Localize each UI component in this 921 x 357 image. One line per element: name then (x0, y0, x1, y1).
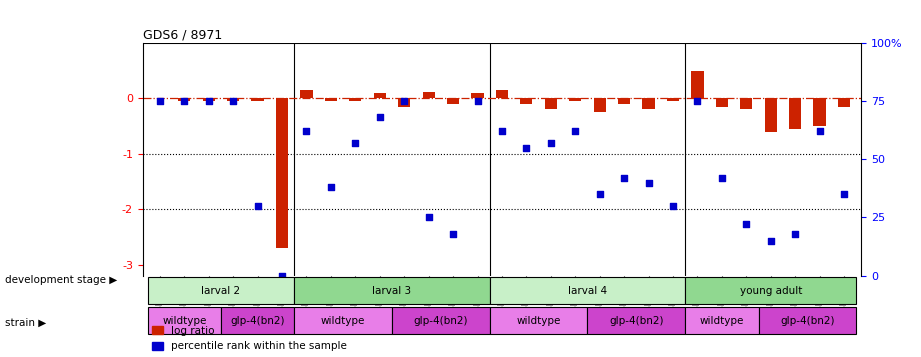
Point (372, 115, 387, 120)
Point (153, 98, 168, 104)
Bar (643, 98, 655, 109)
Text: glp-4(bn2): glp-4(bn2) (780, 316, 834, 326)
Bar (667, 98, 679, 101)
Point (666, 203, 681, 209)
FancyBboxPatch shape (685, 307, 759, 334)
Text: wildtype: wildtype (517, 316, 561, 326)
Legend: log ratio, percentile rank within the sample: log ratio, percentile rank within the sa… (148, 322, 351, 355)
Bar (472, 93, 484, 98)
Text: glp-4(bn2): glp-4(bn2) (609, 316, 664, 326)
Bar (178, 98, 191, 101)
Bar (618, 98, 630, 104)
Bar (349, 98, 361, 101)
Bar (251, 98, 263, 101)
Text: development stage ▶: development stage ▶ (5, 275, 117, 285)
Point (226, 98, 240, 104)
Bar (569, 98, 581, 101)
Text: wildtype: wildtype (321, 316, 366, 326)
Bar (203, 98, 215, 101)
Text: larval 4: larval 4 (568, 286, 607, 296)
Point (421, 215, 436, 220)
FancyBboxPatch shape (759, 307, 857, 334)
FancyBboxPatch shape (294, 277, 490, 304)
Point (764, 238, 778, 243)
Point (812, 129, 827, 134)
Text: larval 2: larval 2 (202, 286, 240, 296)
Text: glp-4(bn2): glp-4(bn2) (230, 316, 285, 326)
Point (519, 145, 534, 151)
Point (543, 140, 558, 146)
FancyBboxPatch shape (147, 307, 221, 334)
Point (836, 191, 851, 197)
Text: glp-4(bn2): glp-4(bn2) (414, 316, 468, 326)
Bar (789, 98, 801, 129)
Bar (764, 98, 776, 131)
Point (641, 180, 656, 185)
FancyBboxPatch shape (221, 307, 294, 334)
Point (397, 98, 412, 104)
FancyBboxPatch shape (490, 277, 685, 304)
Bar (593, 98, 606, 112)
Point (470, 98, 484, 104)
Bar (227, 98, 239, 101)
Bar (813, 98, 826, 126)
Bar (300, 90, 312, 98)
Bar (520, 98, 532, 104)
Text: strain ▶: strain ▶ (5, 318, 46, 328)
Bar (398, 98, 411, 107)
Bar (740, 98, 752, 109)
Bar (447, 98, 460, 104)
Point (787, 231, 802, 237)
Bar (544, 98, 557, 109)
FancyBboxPatch shape (685, 277, 857, 304)
Bar (374, 93, 386, 98)
FancyBboxPatch shape (147, 277, 294, 304)
Point (617, 175, 632, 181)
FancyBboxPatch shape (392, 307, 490, 334)
Point (177, 98, 192, 104)
Point (690, 98, 705, 104)
Bar (423, 92, 435, 98)
Text: larval 3: larval 3 (372, 286, 412, 296)
Bar (692, 71, 704, 98)
FancyBboxPatch shape (490, 307, 588, 334)
Text: wildtype: wildtype (700, 316, 744, 326)
Point (495, 129, 509, 134)
Point (348, 140, 363, 146)
Point (299, 129, 314, 134)
Bar (325, 98, 337, 101)
Bar (716, 98, 728, 107)
Text: GDS6 / 8971: GDS6 / 8971 (143, 29, 222, 42)
Point (739, 222, 753, 227)
Point (274, 273, 289, 278)
Point (715, 175, 729, 181)
Bar (838, 98, 850, 107)
Text: young adult: young adult (740, 286, 802, 296)
FancyBboxPatch shape (294, 307, 392, 334)
Point (251, 203, 265, 209)
Text: wildtype: wildtype (162, 316, 206, 326)
Point (446, 231, 460, 237)
Point (568, 129, 583, 134)
FancyBboxPatch shape (588, 307, 685, 334)
Point (323, 184, 338, 190)
Point (202, 98, 216, 104)
Bar (495, 90, 508, 98)
Bar (276, 98, 288, 248)
Point (592, 191, 607, 197)
